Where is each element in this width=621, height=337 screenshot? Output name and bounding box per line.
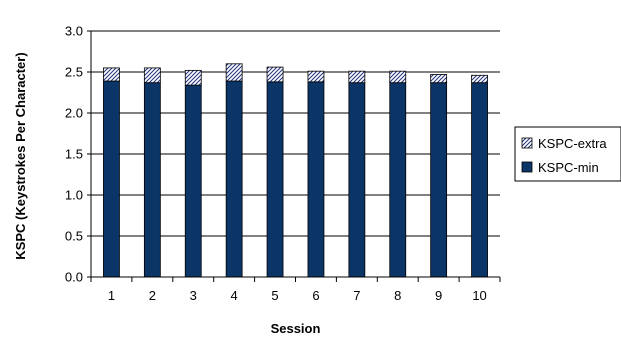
y-tick-label: 2.0 [65,106,83,121]
x-tick-label: 7 [353,288,360,303]
legend-label: KSPC-min [538,160,599,175]
bar-kspc-extra [430,74,448,84]
x-tick-label: 1 [108,288,115,303]
x-tick-label: 4 [231,288,238,303]
x-tick-label: 5 [271,288,278,303]
bar-kspc-min [184,84,202,278]
legend-swatch [521,161,533,173]
x-tick-label: 2 [149,288,156,303]
y-tick-label: 1.5 [65,147,83,162]
bar-kspc-extra [103,67,120,82]
bar-kspc-extra [184,69,202,86]
y-tick-label: 1.0 [65,188,83,203]
bar-kspc-extra [143,67,161,84]
x-tick-label: 9 [435,288,442,303]
y-axis-title: KSPC (Keystrokes Per Character) [13,52,28,259]
bar-kspc-extra [266,66,284,83]
bar-kspc-min [389,82,407,278]
x-tick-label: 10 [472,288,486,303]
bar-kspc-extra [348,70,366,84]
axes [87,30,501,282]
legend: KSPC-extra KSPC-min [514,126,621,182]
bar-kspc-min [103,80,120,278]
x-tick-label: 8 [394,288,401,303]
bar-kspc-min [307,81,325,278]
bars [103,63,488,278]
bar-kspc-min [348,82,366,278]
y-tick-label: 2.5 [65,65,83,80]
y-tick-label: 0.5 [65,229,83,244]
bar-kspc-min [266,81,284,278]
x-tick-label: 6 [312,288,319,303]
tick-labels: 0.0 0.5 1.0 1.5 2.0 2.5 3.0 1 2 3 4 5 6 7 8 9 10 [65,24,487,304]
bar-kspc-min [471,82,488,278]
bar-kspc-min [143,82,161,278]
bar-kspc-extra [225,63,243,82]
legend-swatch [521,137,533,149]
bar-kspc-extra [471,74,488,84]
legend-box [514,126,621,182]
bar-kspc-min [225,80,243,278]
x-axis-title: Session [271,321,321,336]
y-tick-label: 0.0 [65,270,83,285]
legend-label: KSPC-extra [538,136,607,151]
y-tick-label: 3.0 [65,24,83,39]
bar-kspc-extra [389,70,407,84]
bar-kspc-extra [307,70,325,83]
x-tick-label: 3 [190,288,197,303]
bar-kspc-min [430,82,448,278]
